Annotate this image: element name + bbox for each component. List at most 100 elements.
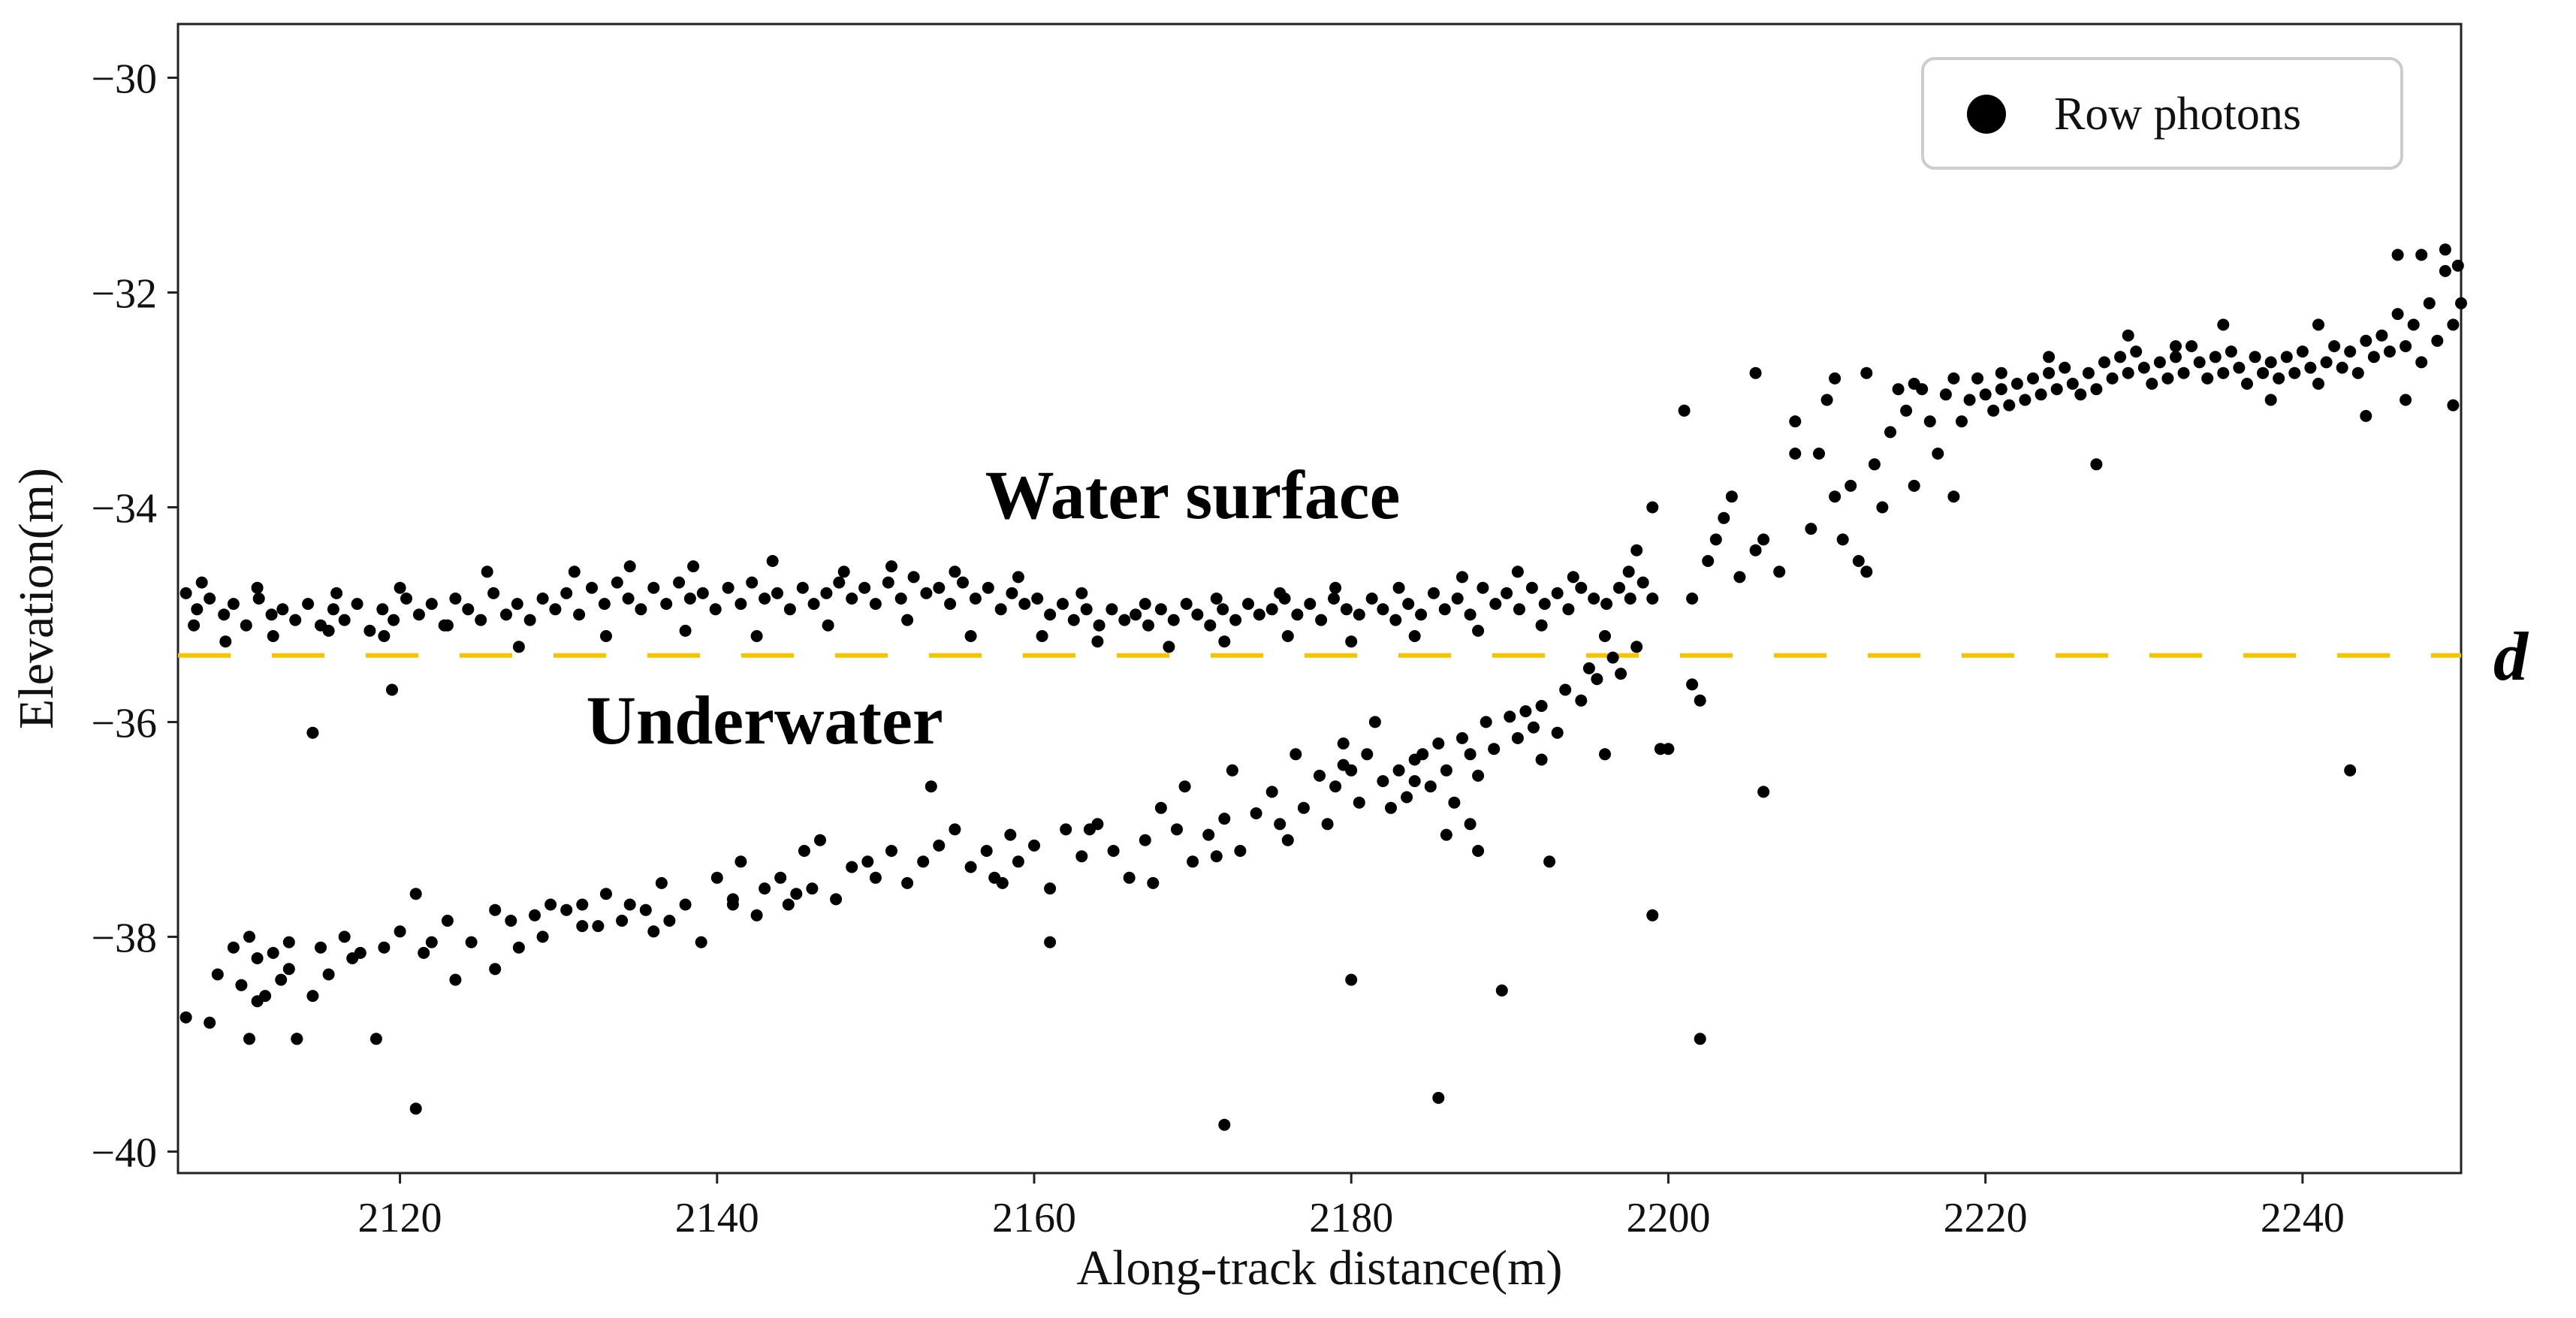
photon-point — [1519, 705, 1532, 718]
photon-point — [251, 581, 264, 594]
photon-point — [1567, 571, 1579, 584]
photon-point — [679, 624, 692, 637]
photon-point — [1686, 593, 1699, 605]
photon-point — [2130, 345, 2143, 358]
photon-point — [1908, 479, 1920, 492]
annotation-underwater: Underwater — [587, 682, 943, 759]
photon-point — [1662, 743, 1675, 756]
photon-point — [1191, 608, 1204, 621]
photon-point — [861, 855, 874, 868]
photon-point — [623, 898, 636, 911]
photon-point — [1432, 1091, 1445, 1104]
photon-point — [568, 566, 581, 578]
photon-point — [814, 834, 826, 846]
photon-point — [1154, 603, 1167, 616]
photon-point — [2098, 356, 2110, 369]
photon-point — [1860, 566, 1873, 578]
photon-point — [746, 576, 759, 589]
photon-point — [346, 952, 359, 964]
photon-point — [1599, 748, 1611, 761]
photon-point — [289, 614, 302, 626]
y-tick-label: −34 — [91, 485, 157, 532]
photon-point — [759, 593, 771, 605]
photon-point — [1178, 780, 1191, 793]
photon-point — [806, 882, 819, 895]
photon-point — [1415, 608, 1428, 621]
photon-point — [191, 603, 204, 616]
photon-point — [576, 898, 589, 911]
photon-point — [512, 641, 525, 653]
photon-point — [1107, 845, 1120, 857]
photon-point — [1464, 818, 1477, 831]
photon-point — [2447, 318, 2460, 331]
photon-point — [2249, 351, 2261, 363]
photon-point — [1044, 882, 1057, 895]
photon-point — [2209, 351, 2222, 363]
photon-point — [982, 581, 994, 594]
photon-point — [2257, 366, 2270, 379]
photon-point — [1210, 593, 1223, 605]
photon-point — [822, 619, 834, 632]
photon-point — [2122, 329, 2134, 342]
photon-point — [211, 968, 224, 981]
photon-point — [449, 973, 462, 986]
photon-point — [2351, 366, 2364, 379]
photon-point — [2233, 361, 2246, 374]
photon-point — [1424, 780, 1437, 793]
photon-point — [1501, 587, 1513, 599]
photon-point — [1947, 490, 1960, 503]
photon-point — [1118, 614, 1131, 626]
photon-point — [1836, 533, 1849, 546]
photon-point — [600, 630, 612, 642]
photon-point — [846, 593, 858, 605]
photon-point — [1630, 641, 1643, 653]
photon-point — [2407, 318, 2420, 331]
photon-point — [2264, 394, 2277, 406]
photon-point — [1250, 807, 1262, 819]
photon-point — [2137, 361, 2150, 374]
photon-point — [1451, 593, 1464, 605]
photon-point — [394, 925, 406, 938]
photon-point — [1075, 850, 1088, 863]
photon-point — [957, 576, 969, 589]
photon-point — [726, 898, 739, 911]
photon-point — [2170, 340, 2182, 352]
photon-point — [409, 1102, 422, 1115]
photon-point — [1646, 909, 1659, 921]
photon-point — [322, 624, 335, 637]
photon-point — [2415, 356, 2428, 369]
photon-point — [219, 635, 232, 648]
photon-point — [1006, 587, 1018, 599]
photon-point — [425, 936, 438, 949]
photon-point — [227, 598, 240, 611]
photon-point — [1464, 748, 1477, 761]
photon-point — [2400, 394, 2412, 406]
photon-point — [265, 608, 278, 621]
photon-point — [709, 603, 722, 616]
photon-point — [306, 726, 319, 739]
photon-point — [673, 576, 686, 589]
photon-point — [2161, 372, 2174, 385]
x-tick-label: 2240 — [2261, 1195, 2345, 1241]
photon-point — [1562, 603, 1575, 616]
photon-point — [204, 593, 216, 605]
photon-point — [544, 898, 557, 911]
photon-point — [2201, 372, 2214, 385]
photon-point — [240, 619, 252, 632]
photon-point — [2027, 372, 2039, 385]
photon-point — [1106, 603, 1118, 616]
photon-point — [1702, 555, 1715, 567]
photon-point — [759, 882, 771, 895]
photon-point — [2273, 372, 2285, 385]
photon-point — [1297, 801, 1310, 814]
photon-point — [1472, 769, 1485, 782]
photon-point — [1575, 581, 1588, 594]
photon-point — [386, 683, 398, 696]
photon-point — [1018, 598, 1031, 611]
photon-point — [1083, 823, 1096, 836]
photon-point — [315, 941, 327, 954]
photon-point — [2312, 378, 2324, 390]
photon-point — [1646, 501, 1659, 514]
photon-point — [944, 598, 957, 611]
photon-point — [1543, 855, 1556, 868]
